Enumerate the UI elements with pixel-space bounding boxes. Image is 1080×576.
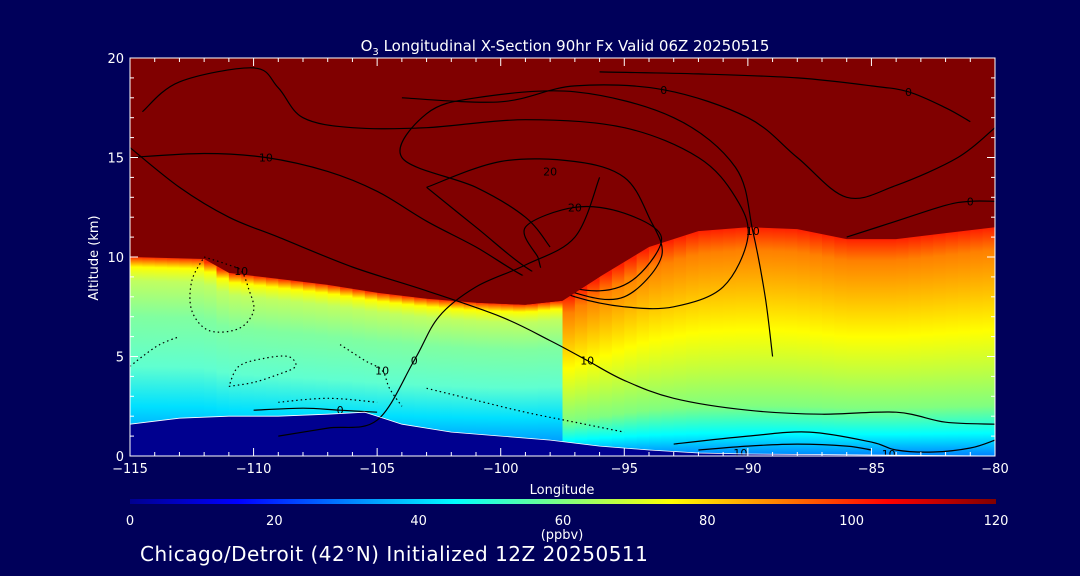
surface-region <box>130 412 995 456</box>
contour-line <box>130 147 995 425</box>
y-axis: 0 5 10 15 20 <box>107 52 995 465</box>
x-tick-label: −115 <box>112 462 148 477</box>
dotted-contour-line <box>228 355 297 387</box>
y-tick-label: 5 <box>116 351 124 366</box>
contour-label: 10 <box>580 355 594 368</box>
contour-label: 10 <box>746 225 760 238</box>
contour-line <box>426 158 663 301</box>
x-tick-label: −85 <box>858 462 885 477</box>
colorbar-tick-label: 120 <box>984 514 1009 529</box>
y-axis-label: Altitude (km) <box>87 215 102 300</box>
footer-caption: Chicago/Detroit (42°N) Initialized 12Z 2… <box>140 542 649 566</box>
dotted-contour-line <box>278 397 378 403</box>
y-tick-label: 15 <box>107 152 124 167</box>
contour-line <box>599 71 971 123</box>
colorbar <box>130 499 996 504</box>
contour-label: 0 <box>905 86 912 99</box>
colorbar-tick-label: 40 <box>410 514 427 529</box>
contour-label: 10 <box>259 152 273 165</box>
contour-label: 10 <box>733 447 747 460</box>
x-tick-label: −80 <box>981 462 1008 477</box>
chart-title-rest: Longitudinal X-Section 90hr Fx Valid 06Z… <box>379 37 770 55</box>
contour-label: 0 <box>337 404 344 417</box>
y-tick-label: 10 <box>107 251 124 266</box>
plot-area: 0 0 10 10 10 10 10 20 20 0 0 0 10 10 <box>130 58 995 461</box>
contour-label: 20 <box>568 201 582 214</box>
colorbar-tick-label: 80 <box>699 514 716 529</box>
colorbar-label: (ppbv) <box>541 528 584 543</box>
contour-labels: 0 0 10 10 10 10 10 20 20 0 0 0 10 10 <box>234 84 974 461</box>
contour-line <box>846 200 995 238</box>
contour-label: 20 <box>543 165 557 178</box>
tropopause-fold <box>476 253 625 305</box>
contour-line <box>673 431 995 453</box>
colorbar-tick-label: 20 <box>266 514 283 529</box>
x-axis: −115 −110 −105 −100 −95 −90 −85 −80 <box>112 58 1009 477</box>
contour-line <box>278 177 601 437</box>
chart-title-prefix: O <box>361 37 373 55</box>
contour-label: 0 <box>660 84 667 97</box>
colorbar-tick-label: 60 <box>555 514 572 529</box>
contour-label: 10 <box>375 364 389 377</box>
x-axis-label: Longitude <box>530 483 595 498</box>
contour-label: 0 <box>411 355 418 368</box>
contour-line <box>698 443 872 451</box>
x-tick-label: −95 <box>611 462 638 477</box>
stratosphere-region <box>130 58 995 305</box>
x-tick-label: −105 <box>359 462 395 477</box>
contour-label: 10 <box>882 448 896 461</box>
contour-line <box>130 67 749 310</box>
colorbar-tick-label: 100 <box>839 514 864 529</box>
colorbar-ticks: 0 20 40 60 80 100 120 <box>126 514 1009 529</box>
x-tick-label: −100 <box>483 462 519 477</box>
x-tick-label: −90 <box>734 462 761 477</box>
contour-label: 0 <box>967 195 974 208</box>
contour-lines <box>130 67 995 453</box>
contour-line <box>401 84 995 199</box>
chart-title-subscript: 3 <box>372 47 378 58</box>
colorbar-tick-label: 0 <box>126 514 134 529</box>
y-tick-label: 0 <box>116 450 124 465</box>
contour-label: 10 <box>234 265 248 278</box>
contour-line <box>253 407 378 413</box>
x-tick-label: −110 <box>236 462 272 477</box>
y-tick-label: 20 <box>107 52 124 67</box>
chart-title: O3 Longitudinal X-Section 90hr Fx Valid … <box>361 37 770 58</box>
